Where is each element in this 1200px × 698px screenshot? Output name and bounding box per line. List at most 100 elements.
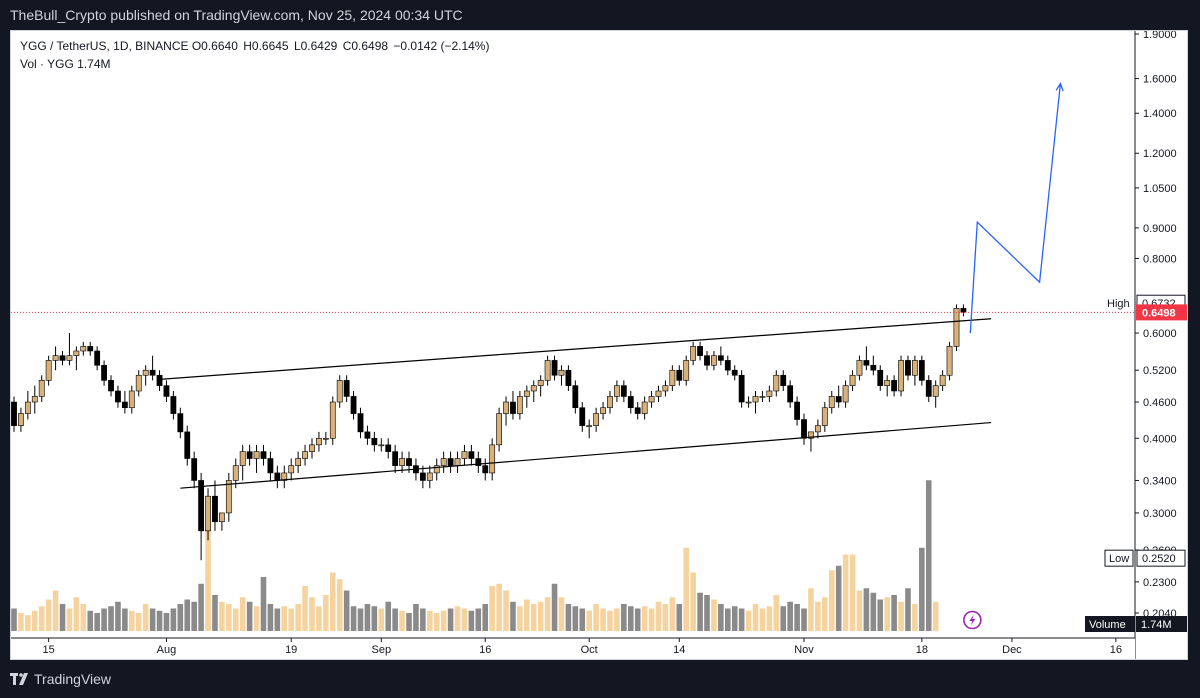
candle-body xyxy=(149,369,156,376)
volume-bar xyxy=(385,601,392,631)
time-tick-label: Aug xyxy=(157,644,177,656)
volume-bar xyxy=(517,606,523,631)
volume-bar xyxy=(544,597,551,631)
volume-bar xyxy=(25,615,31,631)
footer-brand: TradingView xyxy=(34,671,112,687)
volume-bar xyxy=(142,604,149,631)
candle-body xyxy=(274,472,281,481)
candle-body xyxy=(683,360,690,381)
volume-bar xyxy=(905,588,911,631)
candle-body xyxy=(350,396,357,414)
candle-body xyxy=(641,401,648,414)
price-tick-label: 1.6000 xyxy=(1143,74,1177,86)
volume-bar xyxy=(427,610,433,631)
candle-body xyxy=(177,413,184,433)
candle-body xyxy=(191,458,198,481)
price-tick-label: 1.2000 xyxy=(1143,148,1177,160)
candle-body xyxy=(31,396,38,403)
price-axis[interactable]: 1.9000 1.6000 1.4000 1.2000 1.0500 0.9000 0.80… xyxy=(1085,31,1187,659)
volume-bar xyxy=(115,601,121,631)
volume-bar xyxy=(932,601,939,631)
time-axis[interactable]: 15 Aug 19 Sep 16 Oct 14 Nov 18 Dec 16 xyxy=(11,637,1135,659)
volume-bar xyxy=(149,608,156,631)
volume-bar xyxy=(537,601,544,631)
candle-body xyxy=(690,346,697,361)
volume-bar xyxy=(232,608,239,631)
candle-body xyxy=(863,360,870,366)
projection-path xyxy=(969,83,1062,334)
candle-body xyxy=(205,495,211,532)
volume-bar xyxy=(683,547,690,631)
candle-body xyxy=(510,401,516,414)
price-tick-label: 1.0500 xyxy=(1143,183,1177,195)
volume-bar xyxy=(856,590,863,631)
volume-marker-box xyxy=(1136,616,1187,632)
candle-body xyxy=(11,401,17,426)
candle-body xyxy=(45,360,52,381)
chart-frame[interactable]: 1.9000 1.6000 1.4000 1.2000 1.0500 0.9000 0.80… xyxy=(10,30,1188,660)
time-tick-label: Nov xyxy=(794,644,814,656)
time-axis-background xyxy=(11,638,1135,659)
volume-bar xyxy=(461,608,468,631)
candle-body xyxy=(316,437,322,446)
candle-body xyxy=(232,465,239,481)
candle-body xyxy=(101,364,107,381)
volume-bar xyxy=(440,610,447,631)
volume-bar xyxy=(406,613,412,631)
volume-bar xyxy=(877,599,884,631)
volume-marker-value: 1.74M xyxy=(1141,619,1172,631)
candle-body xyxy=(364,431,371,439)
volume-bar xyxy=(357,608,364,631)
candle-body xyxy=(392,451,399,466)
candle-body xyxy=(468,451,475,459)
volume-bar xyxy=(184,599,191,631)
volume-bar xyxy=(295,604,301,631)
volume-bar xyxy=(752,604,759,631)
candle-body xyxy=(794,401,800,420)
volume-bar xyxy=(170,608,177,631)
candle-body xyxy=(801,419,807,439)
volume-bar xyxy=(288,608,294,631)
volume-bar xyxy=(849,554,856,631)
candle-body xyxy=(59,355,66,361)
candle-body xyxy=(302,451,308,459)
candle-body xyxy=(655,390,662,397)
candle-body xyxy=(711,355,717,366)
volume-bar xyxy=(239,597,246,631)
open-value: O0.6640 xyxy=(191,39,238,53)
volume-bar xyxy=(835,565,842,631)
candle-body xyxy=(877,369,884,386)
volume-bar xyxy=(129,610,135,631)
volume-bar xyxy=(524,599,530,631)
candle-body xyxy=(544,360,551,381)
time-tick-label: 19 xyxy=(285,644,297,656)
candle-body xyxy=(239,451,246,466)
candle-body xyxy=(329,401,336,439)
candle-body xyxy=(724,360,731,371)
price-chart[interactable]: 1.9000 1.6000 1.4000 1.2000 1.0500 0.9000 0.80… xyxy=(11,31,1187,659)
volume-bar xyxy=(759,608,766,631)
candle-body xyxy=(343,380,350,397)
candle-body xyxy=(454,458,461,466)
candle-body xyxy=(911,360,918,376)
volume-bar xyxy=(496,583,502,631)
candle-body xyxy=(773,374,780,392)
volume-bar xyxy=(704,595,710,631)
candle-body xyxy=(378,444,385,447)
volume-bar xyxy=(31,610,38,631)
volume-bar xyxy=(329,572,336,631)
volume-bar xyxy=(870,592,877,631)
candle-body xyxy=(849,374,856,386)
price-tick-label: 1.4000 xyxy=(1143,108,1177,120)
candle-body xyxy=(212,495,218,523)
candle-body xyxy=(253,451,260,459)
volume-bar xyxy=(350,606,357,631)
candle-body xyxy=(669,369,676,386)
candle-body xyxy=(309,444,315,452)
candle-body xyxy=(260,451,267,459)
volume-bar xyxy=(399,610,405,631)
volume-marker-label: Volume xyxy=(1089,619,1126,631)
volume-bar xyxy=(343,590,350,631)
volume-bar xyxy=(627,606,634,631)
volume-bar xyxy=(530,604,537,631)
